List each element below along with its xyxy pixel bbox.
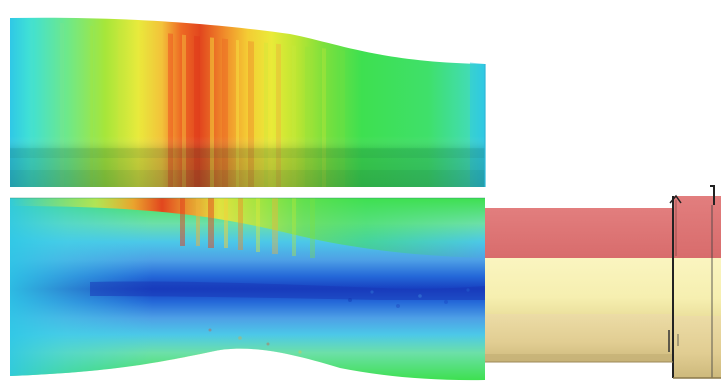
tool-pink-section bbox=[485, 208, 673, 258]
tool-flange-pink bbox=[673, 196, 721, 258]
tool-cream-section bbox=[485, 258, 673, 314]
lower-contour-plot bbox=[10, 197, 485, 381]
upper-contour-plot bbox=[10, 17, 486, 187]
tool-flange-tan bbox=[673, 316, 721, 378]
tool-flange-cream bbox=[673, 258, 721, 316]
tool-assembly bbox=[485, 185, 721, 379]
lower-contour-hot-band-top bbox=[10, 198, 485, 258]
